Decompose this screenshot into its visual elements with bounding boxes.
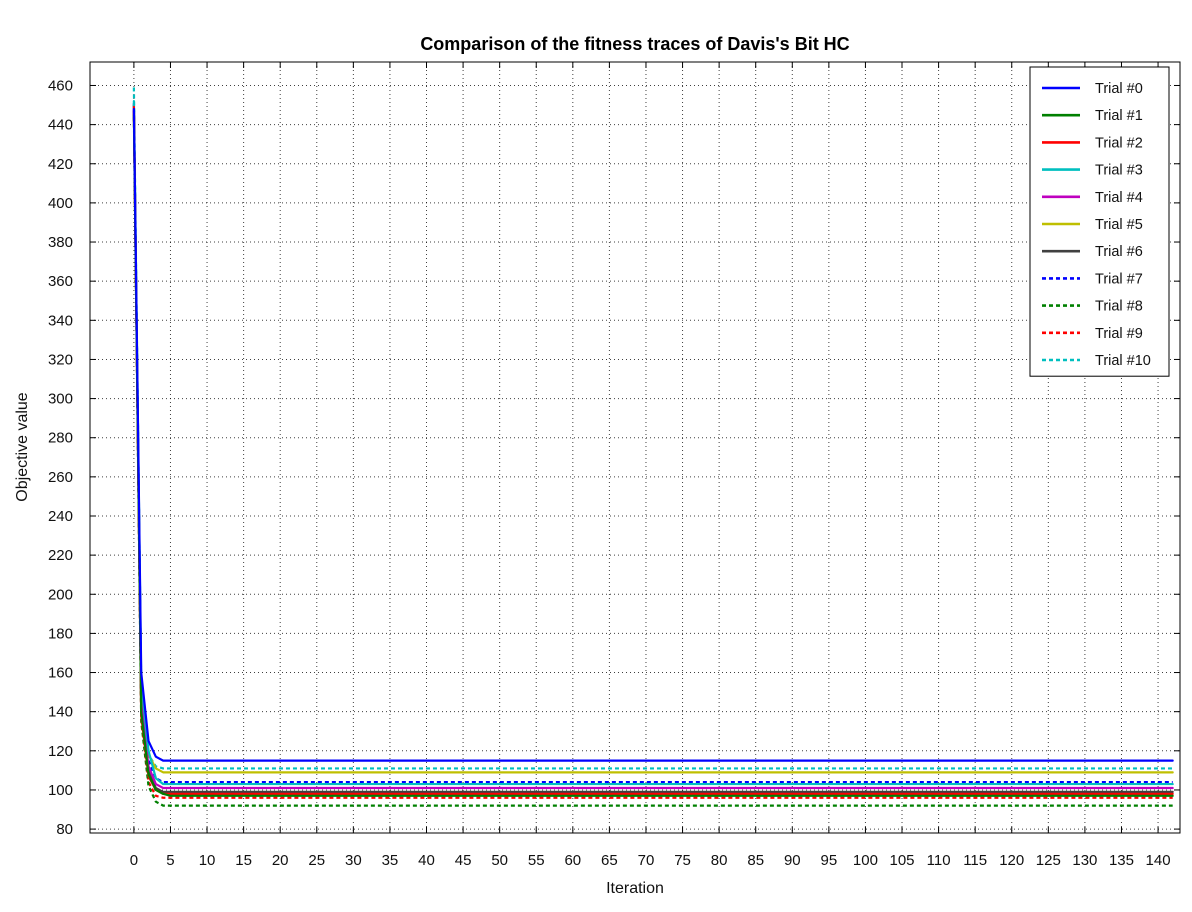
x-tick-label: 65 xyxy=(601,852,618,869)
x-tick-label: 35 xyxy=(382,852,399,869)
y-tick-label: 280 xyxy=(48,430,73,447)
y-tick-label: 120 xyxy=(48,743,73,760)
x-tick-label: 140 xyxy=(1146,852,1171,869)
y-tick-label: 300 xyxy=(48,391,73,408)
y-tick-label: 380 xyxy=(48,234,73,251)
series-line-trial-0 xyxy=(132,107,1174,762)
legend-label-trial-3: Trial #3 xyxy=(1095,163,1143,179)
x-tick-label: 70 xyxy=(638,852,655,869)
legend-label-trial-5: Trial #5 xyxy=(1095,217,1143,233)
y-tick-label: 220 xyxy=(48,547,73,564)
legend-label-trial-7: Trial #7 xyxy=(1095,271,1143,287)
y-tick-label: 340 xyxy=(48,312,73,329)
x-tick-label: 30 xyxy=(345,852,362,869)
y-tick-label: 240 xyxy=(48,508,73,525)
y-axis-label: Objective value xyxy=(14,392,31,501)
y-tick-label: 260 xyxy=(48,469,73,486)
y-tick-label: 140 xyxy=(48,704,73,721)
y-tick-label: 160 xyxy=(48,665,73,682)
y-tick-label: 100 xyxy=(48,782,73,799)
y-tick-label: 360 xyxy=(48,273,73,290)
series-layer xyxy=(132,87,1174,807)
y-tick-label: 400 xyxy=(48,195,73,212)
x-tick-label: 75 xyxy=(674,852,691,869)
x-tick-label: 60 xyxy=(564,852,581,869)
legend: Trial #0 Trial #1 Trial #2 Trial #3 Trial #4… xyxy=(1029,66,1170,377)
y-tick-label: 80 xyxy=(56,821,73,838)
series-line-trial-9 xyxy=(132,110,1173,799)
legend-label-trial-4: Trial #4 xyxy=(1095,190,1143,206)
x-tick-label: 100 xyxy=(853,852,878,869)
x-tick-label: 90 xyxy=(784,852,801,869)
y-tick-label: 460 xyxy=(48,77,73,94)
x-tick-label: 110 xyxy=(927,852,951,869)
legend-label-trial-0: Trial #0 xyxy=(1095,81,1143,97)
x-tick-label: 50 xyxy=(491,852,508,869)
legend-label-trial-1: Trial #1 xyxy=(1095,108,1143,124)
x-tick-label: 20 xyxy=(272,852,289,869)
x-tick-label: 25 xyxy=(308,852,325,869)
x-tick-label: 130 xyxy=(1072,852,1097,869)
x-tick-label: 125 xyxy=(1036,852,1061,869)
legend-label-trial-2: Trial #2 xyxy=(1095,135,1143,151)
x-tick-label: 55 xyxy=(528,852,545,869)
tick-layer: 0 5 10 15 20 25 30 35 40 45 50 55 60 65 70 75 80 85 90 95 10… xyxy=(48,62,1180,869)
series-line-trial-1 xyxy=(132,113,1174,797)
plot-frame xyxy=(89,61,1181,834)
x-tick-label: 85 xyxy=(747,852,764,869)
y-tick-label: 180 xyxy=(48,625,73,642)
x-tick-label: 5 xyxy=(166,852,174,869)
y-tick-label: 320 xyxy=(48,351,73,368)
grid-layer xyxy=(90,62,1180,833)
x-tick-label: 135 xyxy=(1109,852,1134,869)
x-tick-label: 10 xyxy=(199,852,216,869)
x-tick-label: 115 xyxy=(963,852,987,869)
y-tick-label: 420 xyxy=(48,156,73,173)
x-tick-label: 45 xyxy=(455,852,472,869)
x-tick-label: 105 xyxy=(889,852,914,869)
legend-box xyxy=(1029,66,1170,377)
legend-label-trial-10: Trial #10 xyxy=(1095,353,1151,369)
x-tick-label: 40 xyxy=(418,852,435,869)
x-axis-label: Iteration xyxy=(606,880,664,897)
x-tick-label: 0 xyxy=(130,852,138,869)
legend-label-trial-8: Trial #8 xyxy=(1095,299,1143,315)
x-tick-label: 95 xyxy=(821,852,838,869)
y-tick-label: 440 xyxy=(48,117,73,134)
legend-label-trial-9: Trial #9 xyxy=(1095,326,1143,342)
x-tick-label: 80 xyxy=(711,852,728,869)
x-tick-label: 15 xyxy=(235,852,252,869)
x-tick-label: 120 xyxy=(999,852,1024,869)
y-tick-label: 200 xyxy=(48,586,73,603)
legend-label-trial-6: Trial #6 xyxy=(1095,244,1143,260)
chart-title: Comparison of the fitness traces of Davi… xyxy=(420,34,849,54)
